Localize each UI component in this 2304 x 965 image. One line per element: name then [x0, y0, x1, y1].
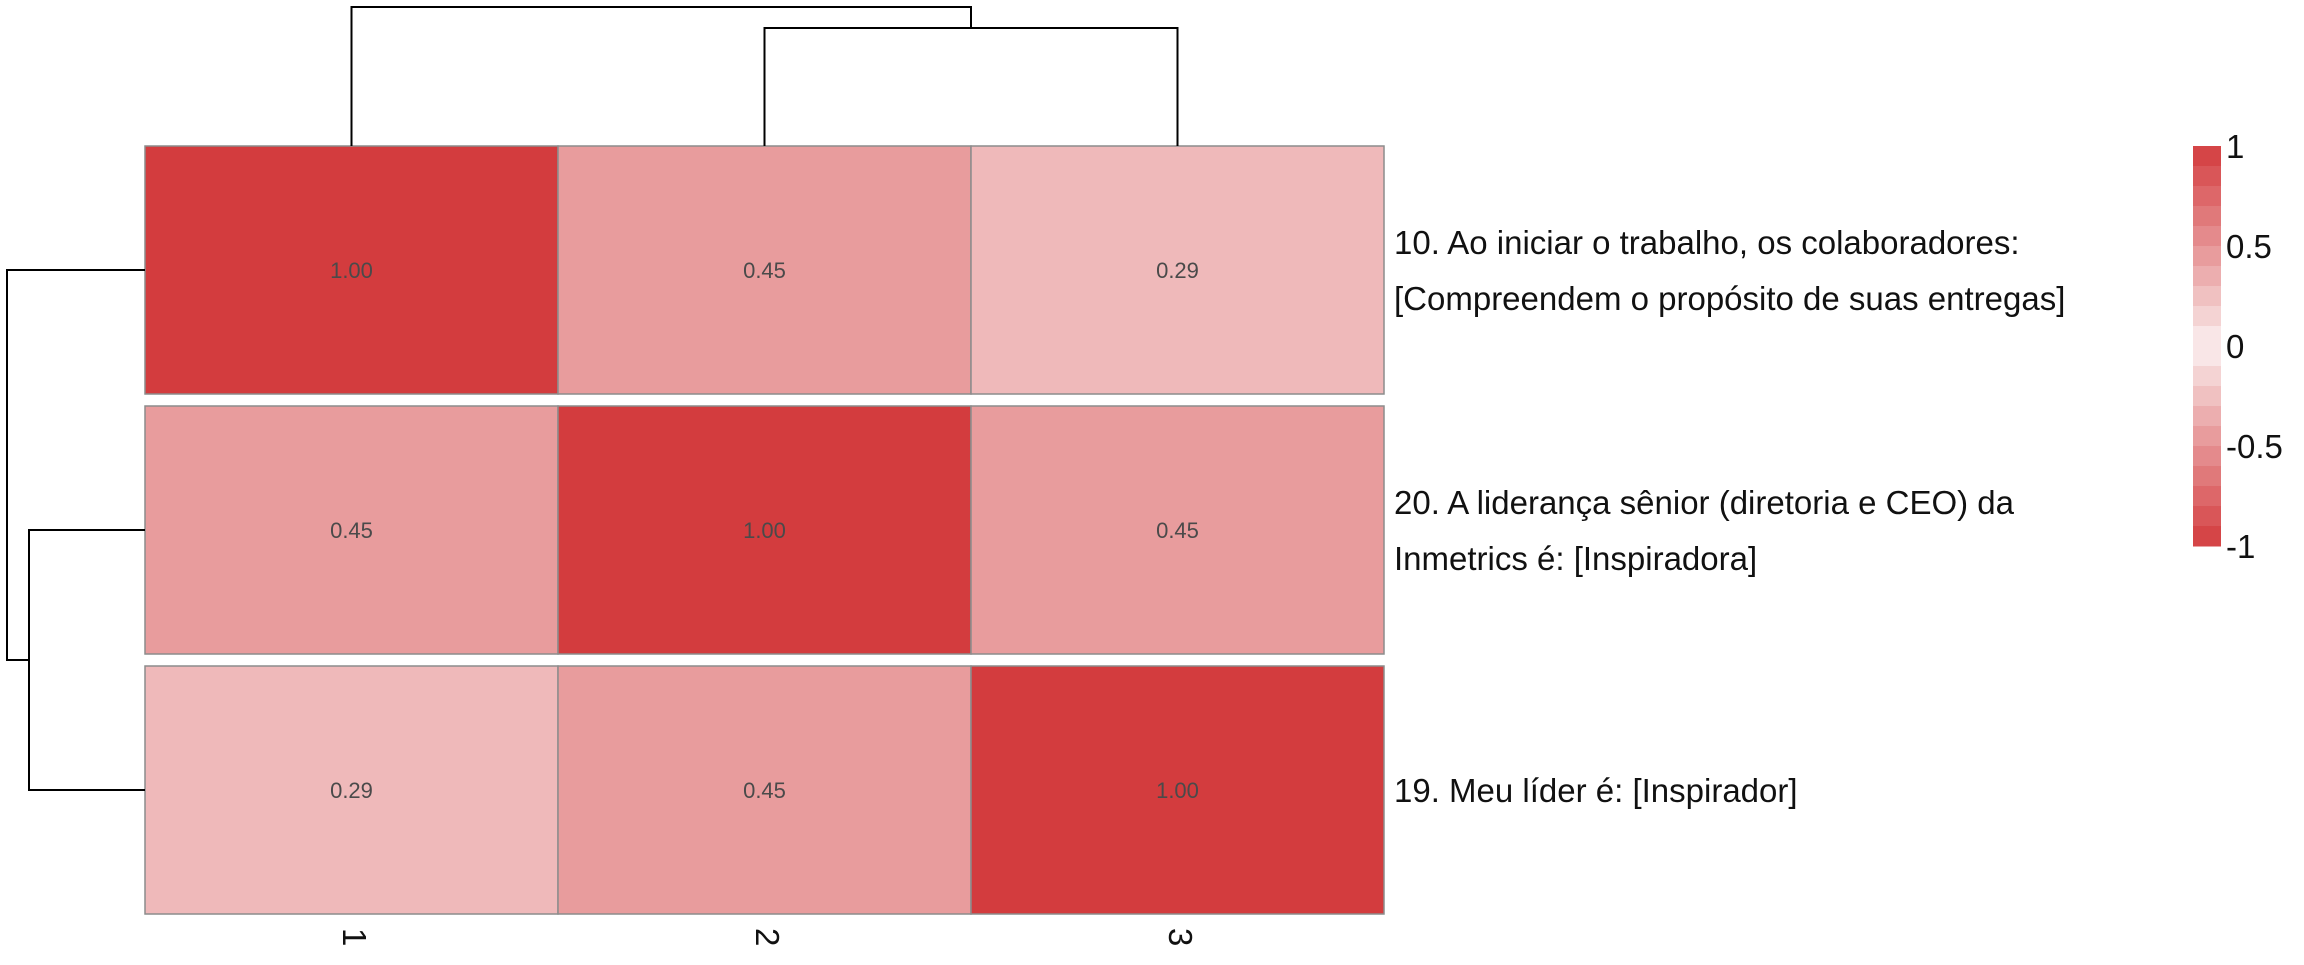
legend-color-step: [2193, 346, 2221, 367]
legend-tick-label: 0.5: [2226, 228, 2272, 265]
legend-color-step: [2193, 246, 2221, 267]
cell-value-label: 1.00: [330, 258, 373, 283]
cell-value-label: 0.45: [743, 778, 786, 803]
heatmap-cell: [144, 405, 559, 655]
cell-value-label: 0.45: [1156, 518, 1199, 543]
legend-color-step: [2193, 186, 2221, 207]
cell-value-label: 0.29: [1156, 258, 1199, 283]
legend-color-step: [2193, 386, 2221, 407]
legend-color-step: [2193, 526, 2221, 547]
cell-value-label: 1.00: [743, 518, 786, 543]
legend-color-step: [2193, 366, 2221, 387]
legend-color-step: [2193, 286, 2221, 307]
row-label: Inmetrics é: [Inspiradora]: [1394, 540, 1757, 577]
legend-color-step: [2193, 486, 2221, 507]
legend-color-step: [2193, 166, 2221, 187]
heatmap-cell: [557, 145, 972, 395]
legend-color-step: [2193, 266, 2221, 287]
cell-value-label: 0.45: [330, 518, 373, 543]
legend-tick-label: 0: [2226, 328, 2244, 365]
legend-tick-label: -0.5: [2226, 428, 2283, 465]
heatmap-cell: [970, 665, 1385, 915]
cell-value-label: 1.00: [1156, 778, 1199, 803]
cell-value-label: 0.45: [743, 258, 786, 283]
heatmap-cell: [557, 665, 972, 915]
heatmap-cell: [144, 665, 559, 915]
legend-color-step: [2193, 226, 2221, 247]
heatmap-cell: [144, 145, 559, 395]
legend-color-step: [2193, 406, 2221, 427]
column-dendrogram-branch: [350, 6, 972, 146]
row-label: 19. Meu líder é: [Inspirador]: [1394, 772, 1798, 809]
row-dendrogram-branch: [6, 269, 145, 661]
column-label: 1: [336, 928, 373, 946]
legend-color-step: [2193, 466, 2221, 487]
legend-color-step: [2193, 306, 2221, 327]
column-dendrogram-branch: [763, 27, 1179, 146]
row-dendrogram-branch: [28, 529, 145, 791]
legend-color-step: [2193, 146, 2221, 167]
cell-value-label: 0.29: [330, 778, 373, 803]
legend-color-step: [2193, 426, 2221, 447]
legend-color-step: [2193, 506, 2221, 527]
legend-color-step: [2193, 446, 2221, 467]
row-label: 10. Ao iniciar o trabalho, os colaborado…: [1394, 224, 2020, 261]
legend-color-step: [2193, 326, 2221, 347]
heatmap-cell: [970, 405, 1385, 655]
legend-tick-label: 1: [2226, 128, 2244, 165]
column-label: 2: [749, 928, 786, 946]
column-label: 3: [1162, 928, 1199, 946]
row-label: 20. A liderança sênior (diretoria e CEO)…: [1394, 484, 2015, 521]
heatmap-cell: [557, 405, 972, 655]
legend-color-step: [2193, 206, 2221, 227]
legend-tick-label: -1: [2226, 528, 2255, 565]
row-label: [Compreendem o propósito de suas entrega…: [1394, 280, 2065, 317]
